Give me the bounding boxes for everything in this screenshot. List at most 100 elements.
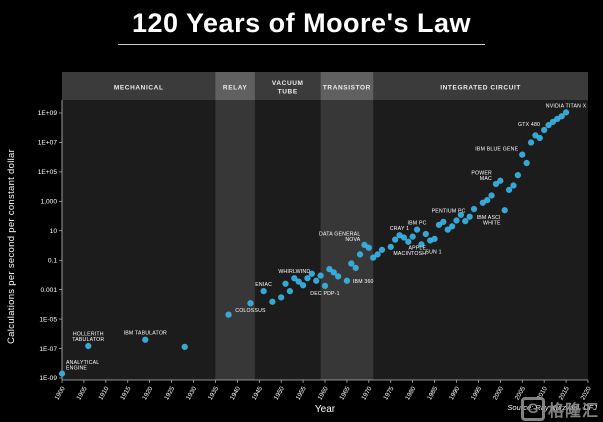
data-point (225, 311, 232, 318)
data-point (501, 206, 508, 214)
x-tick-label: 1960 (317, 385, 330, 401)
point-label: CRAY 1 (390, 226, 409, 232)
data-point (497, 177, 504, 184)
era-header-cell (215, 72, 255, 100)
era-label: MECHANICAL (114, 85, 164, 92)
x-tick-label: 1910 (97, 385, 110, 401)
data-point (277, 294, 285, 301)
data-point (510, 182, 517, 189)
x-tick-label: 1940 (229, 385, 242, 401)
gelonghui-logo-icon: G (520, 397, 545, 421)
data-point (295, 278, 302, 285)
data-point (418, 241, 425, 248)
x-tick-label: 1900 (54, 385, 67, 401)
data-point (317, 272, 324, 279)
data-point (352, 264, 359, 272)
point-label: IBM ASCI WHITE (477, 215, 501, 227)
data-point (562, 109, 570, 116)
data-point (492, 180, 500, 188)
point-label: COLOSSUS (235, 308, 266, 314)
data-point (505, 186, 513, 194)
x-tick-label: 1945 (251, 385, 264, 401)
data-point (400, 234, 408, 241)
point-label: WHIRLWIND (278, 269, 310, 275)
data-point (413, 226, 421, 233)
point-label: SUN 1 (425, 249, 441, 255)
x-tick-label: 1925 (163, 385, 176, 401)
y-tick-label: 1E-09 (39, 375, 57, 382)
data-point (321, 282, 329, 290)
data-point (536, 134, 543, 142)
x-tick-label: 1920 (141, 385, 154, 401)
x-tick-label: 1965 (338, 385, 351, 401)
title-bar: 120 Years of Moore's Law (0, 8, 603, 45)
data-point (269, 298, 276, 305)
data-point (545, 121, 552, 129)
data-point (440, 218, 447, 226)
data-point (527, 139, 535, 146)
point-label: PENTIUM PC (432, 209, 466, 215)
y-axis: 1E+09 1E+07 1E+05 1,000 10 0.1 0.001 1E-05 1E-07… (38, 110, 62, 382)
data-point (448, 223, 456, 230)
data-point (291, 275, 298, 282)
data-point (181, 343, 188, 351)
point-label: IBM 360 (353, 279, 374, 285)
page-title: 120 Years of Moore's Law (117, 8, 486, 45)
data-point (58, 370, 66, 377)
x-tick-label: 1935 (207, 385, 220, 401)
point-label: NVIDIA TITAN X (546, 103, 587, 109)
y-tick-label: 0.001 (40, 287, 57, 294)
source-credit: Source: Ray Kurzweil, DFJ (507, 403, 597, 412)
y-tick-label: 1,000 (40, 199, 57, 206)
data-point (462, 217, 469, 225)
data-point (308, 270, 316, 277)
data-point (286, 287, 294, 295)
data-point (409, 233, 416, 240)
data-point (488, 192, 495, 199)
point-label: ANALYTICAL ENGINE (66, 360, 99, 372)
point-label: IBM PC (408, 221, 427, 227)
data-point (370, 254, 377, 261)
data-point (453, 217, 460, 224)
era-label: INTEGRATED CIRCUIT (440, 85, 521, 92)
data-point (457, 211, 465, 219)
data-point (378, 246, 386, 254)
data-point (304, 275, 311, 282)
data-point (444, 226, 451, 233)
era-header-cell (320, 72, 374, 100)
y-tick-label: 1E+07 (38, 140, 58, 147)
data-point (523, 159, 530, 167)
data-point (313, 277, 320, 285)
data-point (361, 241, 368, 249)
y-tick-label: 1E-07 (39, 346, 57, 353)
y-tick-label: 10 (50, 228, 58, 235)
point-label: GTX 480 (518, 122, 540, 128)
data-point (348, 260, 355, 267)
data-point (405, 238, 412, 245)
era-band (215, 72, 255, 380)
era-band (320, 72, 374, 380)
data-point (558, 113, 565, 120)
x-tick-label: 1905 (75, 385, 88, 401)
y-tick-label: 0.1 (48, 257, 57, 264)
point-label: IBM TABULATOR (124, 331, 167, 337)
gelonghui-watermark-text: 格隆汇 (547, 403, 599, 420)
point-label: POWER MAC (471, 171, 492, 183)
data-point (470, 205, 478, 213)
point-label: APPLE MACINTOSH (393, 245, 426, 257)
data-point (247, 300, 254, 307)
data-point (260, 287, 267, 295)
point-label: ENIAC (255, 282, 272, 288)
data-point (549, 118, 557, 126)
x-tick-label: 1990 (448, 385, 461, 401)
data-point (514, 171, 522, 179)
point-label: IBM BLUE GENE (475, 147, 518, 153)
data-point (142, 336, 149, 343)
data-point (326, 265, 333, 273)
data-point (374, 251, 381, 258)
data-point (387, 243, 394, 251)
gelonghui-watermark: G 格隆汇 (520, 397, 599, 421)
data-point (435, 221, 443, 229)
